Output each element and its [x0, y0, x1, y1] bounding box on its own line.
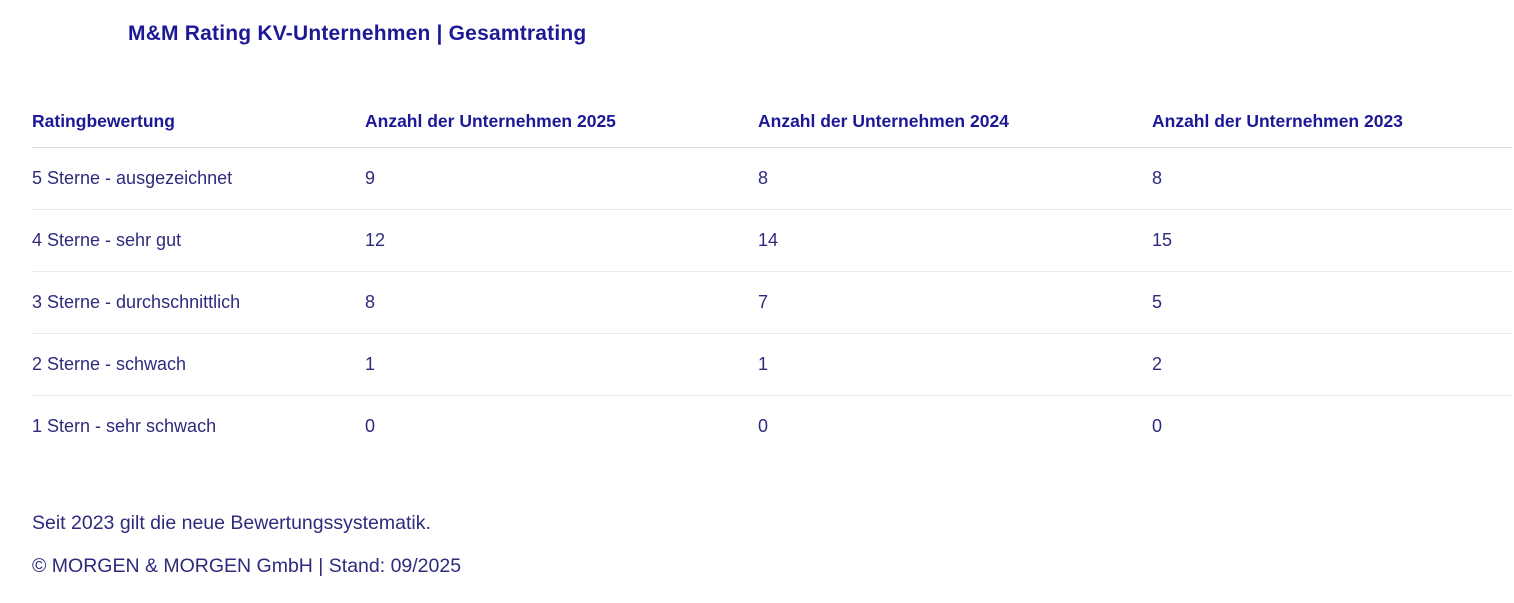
- table-row-5-sterne: 5 Sterne - ausgezeichnet 9 8 8: [32, 148, 1512, 210]
- column-header-anzahl-2023: Anzahl der Unternehmen 2023: [1152, 111, 1403, 131]
- count-2024: 1: [758, 354, 769, 374]
- rating-label: 3 Sterne - durchschnittlich: [32, 292, 241, 312]
- rating-label: 1 Stern - sehr schwach: [32, 416, 217, 436]
- count-2024: 0: [758, 416, 769, 436]
- table-header-row: Ratingbewertung Anzahl der Unternehmen 2…: [32, 96, 1512, 148]
- column-header-anzahl-2025: Anzahl der Unternehmen 2025: [365, 111, 616, 131]
- count-2023: 5: [1152, 292, 1163, 312]
- rating-label: 4 Sterne - sehr gut: [32, 230, 182, 250]
- count-2023: 0: [1152, 416, 1163, 436]
- count-2023: 8: [1152, 168, 1163, 188]
- column-header-ratingbewertung: Ratingbewertung: [32, 111, 175, 131]
- rating-label: 5 Sterne - ausgezeichnet: [32, 168, 233, 188]
- table-row-2-sterne: 2 Sterne - schwach 1 1 2: [32, 334, 1512, 396]
- rating-table: Ratingbewertung Anzahl der Unternehmen 2…: [32, 96, 1512, 457]
- count-2024: 7: [758, 292, 769, 312]
- table-row-3-sterne: 3 Sterne - durchschnittlich 8 7 5: [32, 272, 1512, 334]
- footer-copyright: © MORGEN & MORGEN GmbH | Stand: 09/2025: [32, 555, 462, 577]
- count-2025: 12: [365, 230, 386, 250]
- page-title: M&M Rating KV-Unternehmen | Gesamtrating: [128, 22, 587, 45]
- count-2024: 8: [758, 168, 769, 188]
- rating-label: 2 Sterne - schwach: [32, 354, 187, 374]
- count-2025: 8: [365, 292, 376, 312]
- count-2025: 0: [365, 416, 376, 436]
- column-header-anzahl-2024: Anzahl der Unternehmen 2024: [758, 111, 1009, 131]
- count-2024: 14: [758, 230, 779, 250]
- table-row-4-sterne: 4 Sterne - sehr gut 12 14 15: [32, 210, 1512, 272]
- table-row-1-stern: 1 Stern - sehr schwach 0 0 0: [32, 396, 1512, 457]
- count-2025: 1: [365, 354, 376, 374]
- count-2023: 15: [1152, 230, 1173, 250]
- count-2025: 9: [365, 168, 376, 188]
- footer: Seit 2023 gilt die neue Bewertungssystem…: [32, 502, 461, 588]
- footer-note: Seit 2023 gilt die neue Bewertungssystem…: [32, 512, 431, 534]
- count-2023: 2: [1152, 354, 1163, 374]
